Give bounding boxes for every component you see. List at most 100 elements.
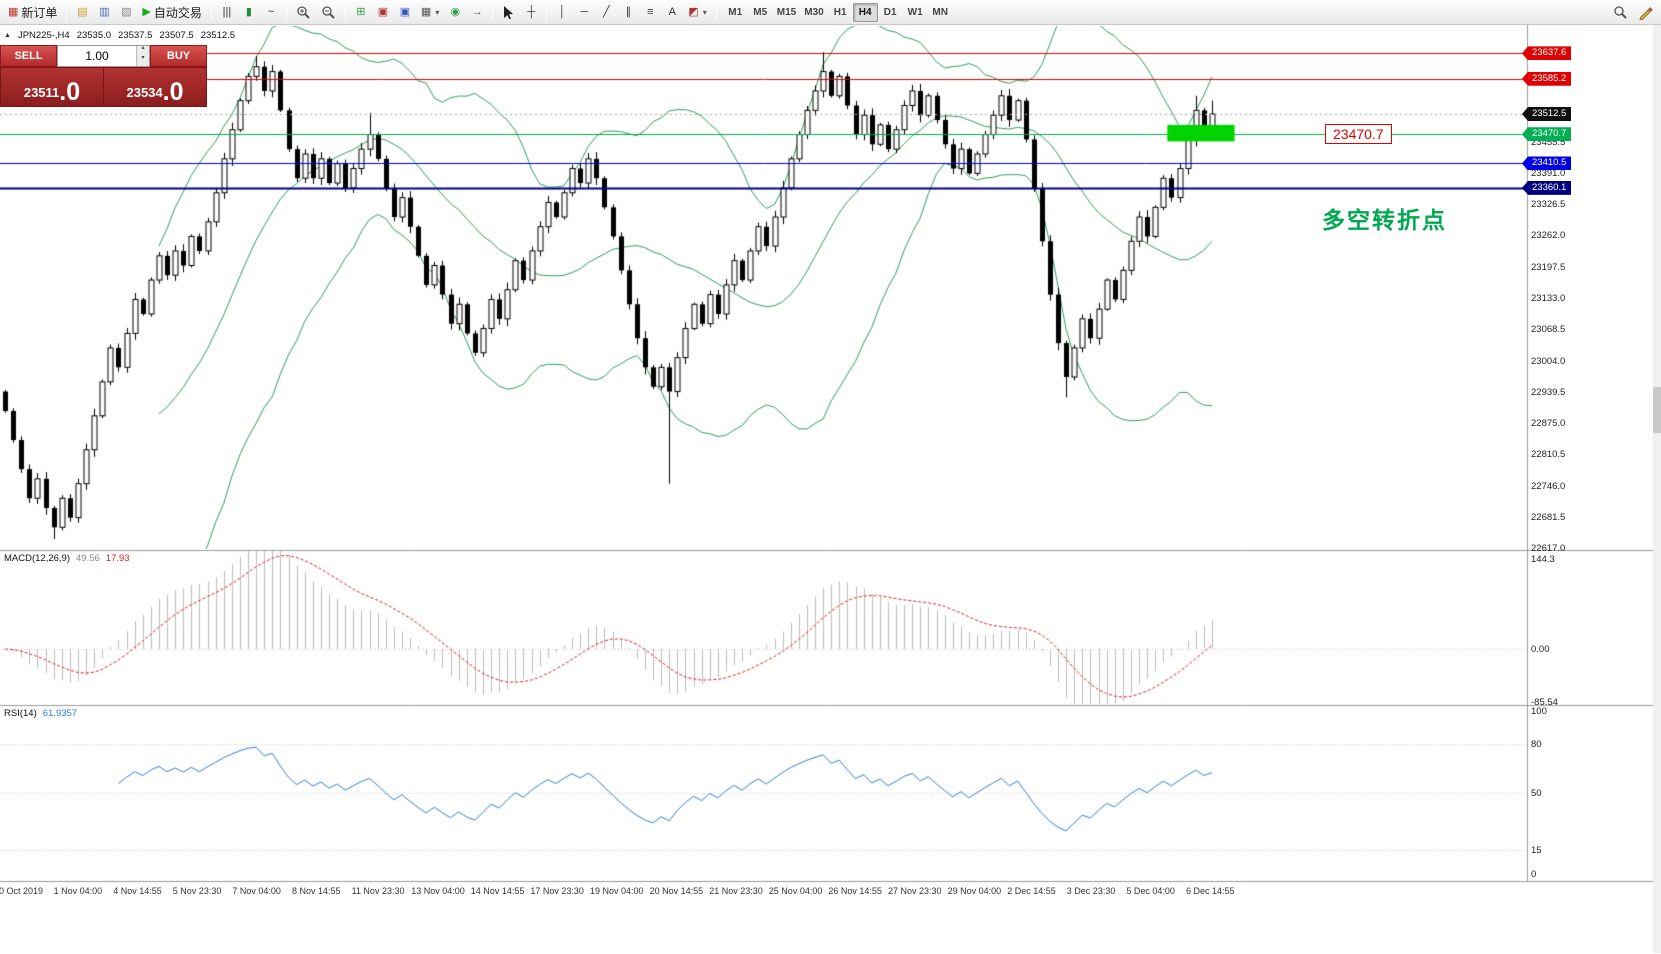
symbol-period-label: JPN225-,H4 <box>17 30 70 41</box>
chart-shift-button[interactable]: → <box>466 2 488 23</box>
rsi-scale-label: 80 <box>1531 738 1542 750</box>
profiles-button[interactable]: ▤ <box>71 2 93 23</box>
price-line-tag: 23585.2 <box>1522 71 1572 86</box>
price-line-tag: 23360.1 <box>1522 180 1572 195</box>
one-click-trading-panel: SELL ▴ ▾ BUY 23511.0 23534.0 <box>0 45 207 107</box>
time-axis-label: 21 Nov 23:30 <box>709 886 763 896</box>
arrows-button[interactable]: ◩ ▾ <box>683 2 711 23</box>
panel-collapse-icon[interactable]: ▲ <box>4 32 11 39</box>
timeframe-mn-button[interactable]: MN <box>928 3 953 22</box>
timeframe-w1-button[interactable]: W1 <box>903 3 928 22</box>
volume-input[interactable] <box>58 46 136 66</box>
timeframe-h4-button[interactable]: H4 <box>852 2 878 22</box>
volume-field: ▴ ▾ <box>57 45 150 67</box>
note-annotation: 多空转折点 <box>1322 207 1447 233</box>
price-axis-label: 22875.0 <box>1531 418 1566 430</box>
rsi-scale-label: 100 <box>1531 706 1547 717</box>
current-price-tag: 23512.5 <box>1522 106 1572 121</box>
market-watch-icon: ▥ <box>99 5 110 18</box>
sell-price-int: 23511 <box>23 85 60 100</box>
bar-chart-button[interactable]: ||| <box>216 2 238 23</box>
channel-button[interactable]: ∥ <box>617 2 639 23</box>
time-axis-label: 13 Nov 04:00 <box>411 886 465 896</box>
trendline-button[interactable]: ╱ <box>595 2 617 23</box>
macd-scale-label: -85.54 <box>1531 697 1558 709</box>
new-order-button[interactable]: ▦ 新订单 <box>3 2 62 23</box>
timeframe-m15-button[interactable]: M15 <box>773 3 800 22</box>
line-chart-button[interactable]: ~ <box>260 2 282 23</box>
indicators-button[interactable]: ▣ <box>372 2 394 23</box>
rsi-name: RSI(14) <box>4 708 37 719</box>
tile-windows-button[interactable]: ⊞ <box>350 2 372 23</box>
price-axis-label: 23391.0 <box>1531 167 1566 179</box>
market-watch-button[interactable]: ▥ <box>93 2 115 23</box>
time-axis-label: 4 Nov 14:55 <box>113 886 162 896</box>
timeframe-h1-button[interactable]: H1 <box>828 3 853 22</box>
chart-canvas[interactable] <box>0 25 1661 883</box>
price-axis-label: 23197.5 <box>1531 261 1566 273</box>
zoom-out-button[interactable] <box>316 2 341 23</box>
cursor-button[interactable] <box>497 2 520 23</box>
price-axis-label: 23004.0 <box>1531 355 1566 367</box>
zoom-in-button[interactable] <box>291 2 316 23</box>
arrows-icon: ◩ <box>688 5 699 18</box>
price-axis-label: 23068.5 <box>1531 324 1566 336</box>
time-axis-label: 7 Nov 04:00 <box>232 886 281 896</box>
chart-ohlc-header: ▲ JPN225-,H4 23535.0 23537.5 23507.5 235… <box>4 30 235 41</box>
rsi-scale-label: 50 <box>1531 787 1542 799</box>
volume-decrease-button[interactable]: ▾ <box>137 55 149 66</box>
timeframe-d1-button[interactable]: D1 <box>878 3 903 22</box>
search-button[interactable] <box>1608 2 1633 23</box>
time-axis-label: 1 Nov 04:00 <box>53 886 103 896</box>
text-icon: A <box>668 5 676 18</box>
scrollbar-thumb[interactable] <box>1653 387 1661 433</box>
vertical-line-button[interactable]: │ <box>551 2 573 23</box>
text-button[interactable]: A <box>661 2 683 23</box>
candlestick-chart-button[interactable]: ▮ <box>238 2 260 23</box>
new-chart-button[interactable]: ▦ ▾ <box>416 2 444 23</box>
horizontal-line-button[interactable]: ─ <box>573 2 595 23</box>
sell-price[interactable]: 23511.0 <box>1 68 103 106</box>
price-axis-label: 22681.5 <box>1531 511 1566 523</box>
line-chart-icon: ~ <box>267 5 275 18</box>
time-axis-label: 8 Nov 14:55 <box>292 886 341 896</box>
timeframe-m5-button[interactable]: M5 <box>748 3 773 22</box>
time-axis-label: 3 Dec 23:30 <box>1066 886 1116 896</box>
timeframe-m30-button[interactable]: M30 <box>800 3 827 22</box>
vertical-scrollbar[interactable] <box>1653 25 1661 953</box>
sell-price-frac: .0 <box>59 77 81 106</box>
crosshair-button[interactable]: ┼ <box>520 2 542 23</box>
volume-increase-button[interactable]: ▴ <box>137 45 149 56</box>
buy-button[interactable]: BUY <box>150 45 207 67</box>
autotrading-button[interactable]: ▶ 自动交易 <box>137 2 206 23</box>
chart-shift-icon: → <box>471 5 483 18</box>
price-line-tag: 23410.5 <box>1522 156 1572 171</box>
price-axis-label: 23326.5 <box>1531 199 1566 211</box>
bar-chart-icon: ||| <box>222 5 232 18</box>
rsi-header: RSI(14) 61.9357 <box>4 708 77 719</box>
toolbar-separator <box>66 3 68 21</box>
chart-window: ▲ JPN225-,H4 23535.0 23537.5 23507.5 235… <box>0 25 1661 953</box>
candlestick-chart-icon: ▮ <box>245 5 252 18</box>
time-axis-label: 26 Nov 14:55 <box>828 886 882 896</box>
navigator-button[interactable]: ▧ <box>115 2 137 23</box>
auto-scroll-button[interactable]: ◉ <box>444 2 466 23</box>
fibonacci-button[interactable]: ≡ <box>639 2 661 23</box>
autotrading-play-icon: ▶ <box>142 5 151 18</box>
close-value: 23512.5 <box>200 30 236 41</box>
price-axis-label: 22746.0 <box>1531 480 1566 492</box>
timeframe-m1-button[interactable]: M1 <box>723 3 748 22</box>
draw-button[interactable] <box>1633 2 1658 23</box>
rsi-value: 61.9357 <box>42 708 78 719</box>
rsi-scale-label: 0 <box>1531 869 1537 880</box>
price-axis-label: 22810.5 <box>1531 449 1566 461</box>
toolbar-separator <box>715 3 717 21</box>
sell-button[interactable]: SELL <box>0 45 57 67</box>
price-line-tag: 23637.6 <box>1522 46 1572 61</box>
new-chart-icon: ▦ <box>420 5 432 18</box>
price-line-tag: 23470.7 <box>1522 127 1572 142</box>
time-axis-label: 5 Dec 04:00 <box>1126 886 1175 896</box>
price-axis-label: 22939.5 <box>1531 386 1566 398</box>
periods-button[interactable]: ▣ <box>394 2 416 23</box>
buy-price[interactable]: 23534.0 <box>104 68 206 106</box>
